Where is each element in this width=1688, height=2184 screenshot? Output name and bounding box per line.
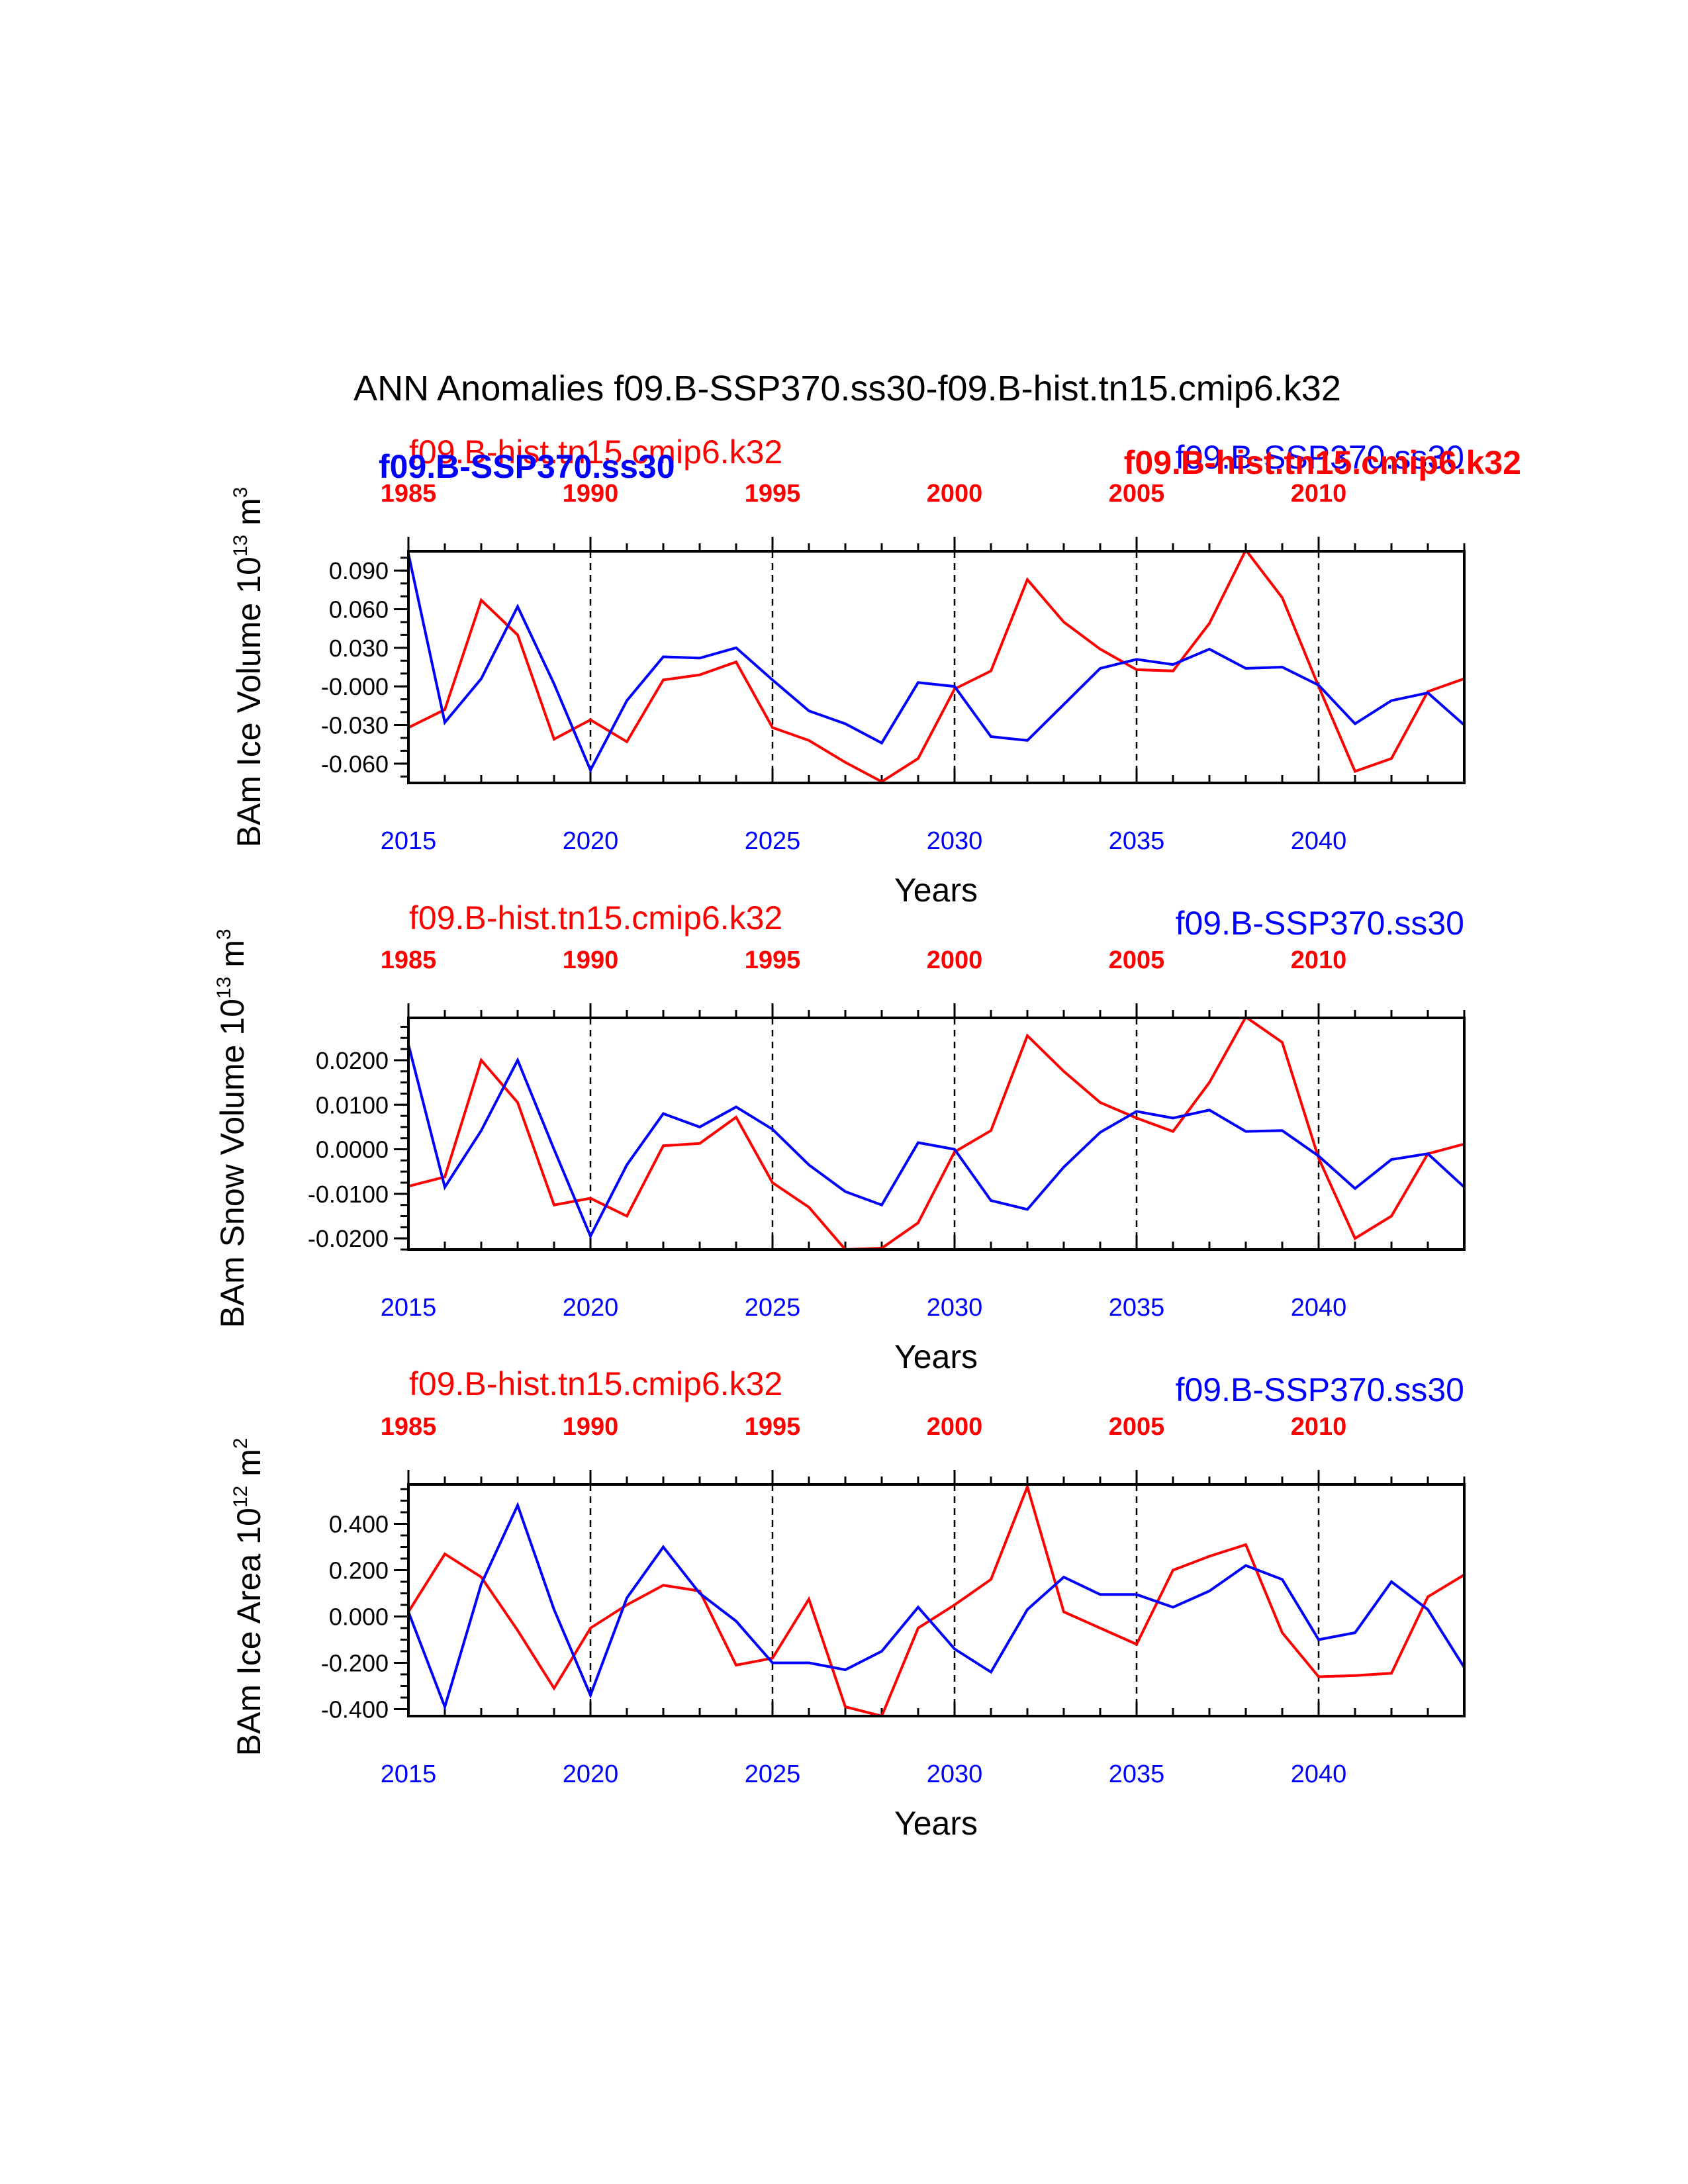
panel-1-top-xtick-label: 2005 (1109, 480, 1165, 508)
panel-3-top-xtick-label: 2000 (927, 1413, 983, 1441)
panel-2-xtick-label: 2030 (927, 1294, 983, 1322)
panel-3-ytick-label: -0.400 (321, 1696, 389, 1723)
panel-2-top-xtick-label: 2005 (1109, 946, 1165, 974)
panel-2-ytick-label: 0.0000 (316, 1136, 389, 1163)
panel-2-ytick-label: 0.0200 (316, 1047, 389, 1074)
panel-snow-volume: f09.B-hist.tn15.cmip6.k32 f09.B-SSP370.s… (213, 899, 1466, 1375)
panel-ice-volume: f09.B-hist.tn15.cmip6.k32 f09.B-SSP370.s… (230, 433, 1521, 909)
panel-2-ytick-label: 0.0100 (316, 1091, 389, 1118)
panel-2-xtick-label: 2020 (563, 1294, 619, 1322)
panel-2-xtick-label: 2015 (381, 1294, 437, 1322)
panel-1-xtick-label: 2015 (381, 827, 437, 855)
panel-2-xtick-label: 2035 (1109, 1294, 1165, 1322)
panel-1-ytick-label: 0.090 (329, 557, 389, 584)
panel-3-xtick-label: 2035 (1109, 1760, 1165, 1788)
figure-title: ANN Anomalies f09.B-SSP370.ss30-f09.B-hi… (353, 369, 1341, 408)
panel-3-xlabel: Years (894, 1805, 978, 1842)
panel-3-top-xtick-label: 1985 (381, 1413, 437, 1441)
panel-2-hist-line (408, 1018, 1464, 1250)
panel-1-ssp-label: f09.B-SSP370.ss30 (1176, 439, 1464, 476)
panel-1-ylabel: BAm Ice Volume 1013 m3 (230, 487, 267, 848)
panel-1-top-xtick-label: 2000 (927, 480, 983, 508)
overlay-ssp-bold-label: f09.B-SSP370.ss30 (379, 448, 675, 485)
panel-1-xtick-label: 2020 (563, 827, 619, 855)
panel-3-frame (407, 1483, 1466, 1717)
panel-2-xtick-label: 2025 (745, 1294, 801, 1322)
panel-2-top-xtick-label: 1995 (745, 946, 801, 974)
panel-1-xtick-label: 2030 (927, 827, 983, 855)
panel-3-ytick-label: 0.200 (329, 1557, 389, 1584)
panel-1-ytick-label: 0.060 (329, 596, 389, 623)
panel-1-xlabel: Years (894, 872, 978, 909)
panel-1-ytick-label: -0.000 (321, 673, 389, 700)
panel-1-top-xtick-label: 2010 (1291, 480, 1347, 508)
panel-3-top-xtick-label: 1990 (563, 1413, 619, 1441)
panel-1-top-xtick-label: 1985 (381, 480, 437, 508)
panel-1-top-xtick-label: 1995 (745, 480, 801, 508)
panel-2-frame (407, 1017, 1466, 1251)
panel-3-xtick-label: 2015 (381, 1760, 437, 1788)
panel-3-top-xtick-label: 2010 (1291, 1413, 1347, 1441)
panel-1-ytick-label: -0.060 (321, 751, 389, 778)
panel-3-xtick-label: 2040 (1291, 1760, 1347, 1788)
panel-3-xtick-label: 2030 (927, 1760, 983, 1788)
panel-2-xlabel: Years (894, 1338, 978, 1375)
panel-1-hist-line (408, 551, 1464, 783)
panel-2-top-xtick-label: 2010 (1291, 946, 1347, 974)
panel-3-ylabel: BAm Ice Area 1012 m2 (230, 1438, 267, 1756)
panel-1-xtick-label: 2040 (1291, 827, 1347, 855)
panel-1-hist-label: f09.B-hist.tn15.cmip6.k32 (409, 433, 782, 471)
panel-2-ylabel: BAm Snow Volume 1013 m3 (213, 929, 251, 1328)
panel-2-xtick-label: 2040 (1291, 1294, 1347, 1322)
panel-3-xtick-label: 2025 (745, 1760, 801, 1788)
panel-2-hist-label: f09.B-hist.tn15.cmip6.k32 (409, 899, 782, 936)
panel-1-ssp-line (408, 553, 1464, 774)
panel-1-xtick-label: 2035 (1109, 827, 1165, 855)
panel-1-frame (407, 550, 1466, 784)
panel-1-xtick-label: 2025 (745, 827, 801, 855)
panel-3-ssp-line (408, 1502, 1464, 1711)
panel-2-top-xtick-label: 2000 (927, 946, 983, 974)
panel-1-ytick-label: -0.030 (321, 712, 389, 739)
panel-3-hist-label: f09.B-hist.tn15.cmip6.k32 (409, 1365, 782, 1402)
panel-2-top-xtick-label: 1985 (381, 946, 437, 974)
panel-2-ytick-label: -0.0200 (308, 1225, 389, 1252)
panel-1-ytick-label: 0.030 (329, 635, 389, 662)
panel-2-ytick-label: -0.0100 (308, 1181, 389, 1208)
panel-3-hist-line (408, 1484, 1464, 1716)
panel-2-ssp-line (408, 1044, 1464, 1240)
overlay-hist-bold-label: f09.B-hist.tn15.cmip6.k32 (1124, 444, 1521, 481)
panel-2-top-xtick-label: 1990 (563, 946, 619, 974)
panel-3-ytick-label: 0.000 (329, 1604, 389, 1631)
panel-ice-area: f09.B-hist.tn15.cmip6.k32 f09.B-SSP370.s… (230, 1365, 1466, 1842)
panel-3-ytick-label: -0.200 (321, 1650, 389, 1677)
panel-3-top-xtick-label: 1995 (745, 1413, 801, 1441)
panel-3-top-xtick-label: 2005 (1109, 1413, 1165, 1441)
panel-3-xtick-label: 2020 (563, 1760, 619, 1788)
panel-3-ssp-label: f09.B-SSP370.ss30 (1176, 1371, 1464, 1408)
panel-3-ytick-label: 0.400 (329, 1511, 389, 1538)
panel-1-top-xtick-label: 1990 (563, 480, 619, 508)
panel-2-ssp-label: f09.B-SSP370.ss30 (1176, 905, 1464, 942)
